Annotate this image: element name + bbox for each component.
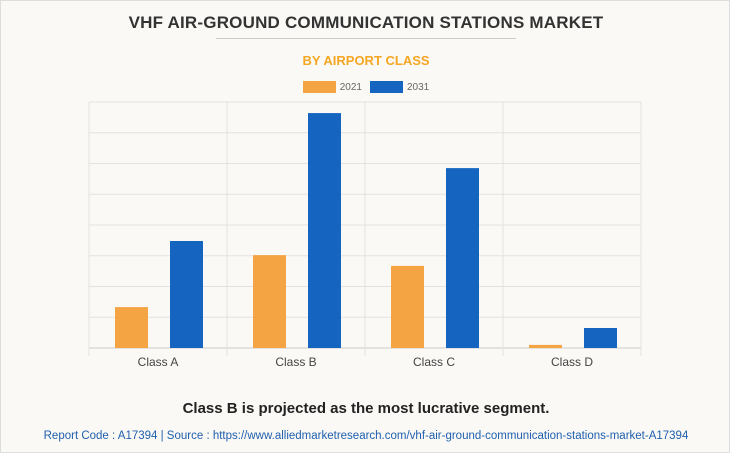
legend-item-2031[interactable]: 2031 [370, 81, 429, 93]
plot-area: Class A Class B Class C Class D [88, 101, 642, 369]
legend-swatch-2031 [370, 81, 403, 93]
legend: 2021 2031 [1, 81, 729, 93]
title-divider [216, 38, 516, 39]
source-text[interactable]: Report Code : A17394 | Source : https://… [43, 430, 689, 442]
x-tick-label: Class C [413, 355, 455, 369]
x-tick-label: Class B [275, 355, 316, 369]
legend-swatch-2021 [302, 81, 336, 93]
bar-2021-class-a [115, 307, 148, 348]
legend-label-2021: 2021 [339, 81, 362, 93]
bar-2021-class-d [529, 344, 562, 348]
x-tick-label: Class D [551, 355, 593, 369]
legend-label-2031: 2031 [407, 81, 430, 93]
bar-2031-class-a [170, 240, 203, 348]
bar-2021-class-c [391, 265, 424, 348]
bar-2021-class-b [253, 255, 286, 348]
chart-subtitle: BY AIRPORT CLASS [302, 53, 430, 68]
bar-2031-class-d [584, 328, 617, 348]
legend-item-2021[interactable]: 2021 [302, 81, 362, 93]
bar-2031-class-b [308, 113, 341, 348]
x-tick-label: Class A [138, 355, 179, 369]
chart-title: VHF AIR-GROUND COMMUNICATION STATIONS MA… [128, 13, 604, 32]
headline: Class B is projected as the most lucrati… [182, 400, 550, 417]
bar-2031-class-c [446, 168, 479, 348]
